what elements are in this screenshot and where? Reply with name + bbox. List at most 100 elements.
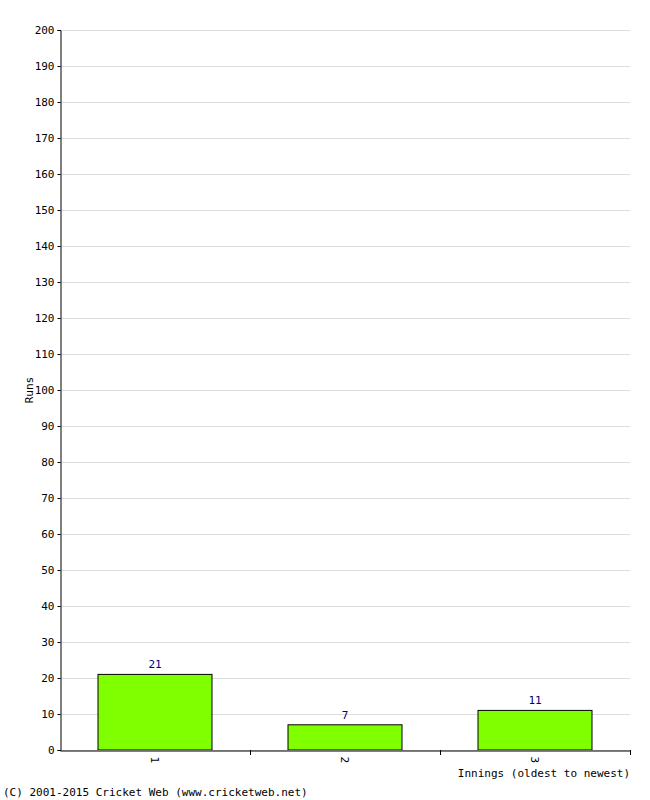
x-tick-label: 2 (338, 757, 351, 764)
grid-line (60, 642, 630, 643)
data-label: 7 (342, 709, 349, 722)
y-axis-line (58, 31, 62, 751)
x-tick: 3 (528, 751, 541, 764)
y-tick-label: 180 (35, 96, 55, 109)
grid-line (60, 354, 630, 355)
grid-line (60, 246, 630, 247)
data-label: 11 (528, 694, 541, 707)
x-tick-label: 1 (148, 757, 161, 764)
y-tick: 110 (35, 348, 61, 361)
y-tick-label: 60 (41, 528, 54, 541)
x-tick-label: 3 (528, 757, 541, 764)
y-tick: 20 (41, 672, 60, 685)
y-axis-title: Runs (23, 377, 36, 404)
grid-line (60, 498, 630, 499)
y-tick-label: 110 (35, 348, 55, 361)
grid (60, 31, 630, 751)
y-tick: 200 (35, 24, 61, 37)
y-tick: 60 (41, 528, 60, 541)
y-tick-mark (58, 570, 61, 571)
y-tick: 90 (41, 420, 60, 433)
grid-line (60, 174, 630, 175)
data-label: 21 (148, 658, 161, 671)
grid-line (60, 570, 630, 571)
grid-line (60, 318, 630, 319)
y-tick-label: 10 (41, 708, 54, 721)
data-labels: 21 7 11 (148, 658, 541, 721)
y-tick-label: 40 (41, 600, 54, 613)
y-tick-label: 30 (41, 636, 54, 649)
y-tick-label: 150 (35, 204, 55, 217)
grid-line (60, 606, 630, 607)
y-tick-label: 70 (41, 492, 54, 505)
y-tick-label: 130 (35, 276, 55, 289)
x-axis-title: Innings (oldest to newest) (458, 767, 630, 780)
x-axis: 1 2 3 (61, 751, 631, 764)
y-tick: 180 (35, 96, 61, 109)
y-tick: 70 (41, 492, 60, 505)
y-tick-mark (58, 606, 61, 607)
y-tick-mark (58, 390, 61, 391)
y-tick-mark (58, 354, 61, 355)
y-tick-mark (58, 426, 61, 427)
category-dividers (251, 750, 631, 755)
y-tick-label: 170 (35, 132, 55, 145)
y-tick-mark (58, 174, 61, 175)
bars (98, 674, 592, 750)
y-tick-mark (58, 750, 61, 751)
bar (288, 725, 402, 750)
y-tick: 10 (41, 708, 60, 721)
y-tick-mark (58, 642, 61, 643)
grid-line (60, 66, 630, 67)
y-tick: 120 (35, 312, 61, 325)
grid-line (60, 534, 630, 535)
grid-line (60, 30, 630, 31)
y-tick-label: 100 (35, 384, 55, 397)
y-tick-mark (58, 210, 61, 211)
grid-line (60, 210, 630, 211)
grid-line (60, 390, 630, 391)
chart: 2171101020304050607080901001101201301401… (0, 0, 650, 800)
y-tick-label: 190 (35, 60, 55, 73)
y-tick-mark (58, 462, 61, 463)
y-tick-label: 140 (35, 240, 55, 253)
bar (98, 674, 212, 750)
y-tick: 160 (35, 168, 61, 181)
y-tick-label: 200 (35, 24, 55, 37)
y-tick: 130 (35, 276, 61, 289)
y-tick-mark (58, 534, 61, 535)
y-tick: 190 (35, 60, 61, 73)
y-tick: 100 (35, 384, 61, 397)
y-tick: 30 (41, 636, 60, 649)
y-tick-mark (58, 282, 61, 283)
category-divider (440, 750, 441, 755)
x-axis-line (61, 751, 631, 752)
grid-line (60, 282, 630, 283)
y-axis: 0102030405060708090100110120130140150160… (35, 24, 61, 757)
y-tick-mark (58, 318, 61, 319)
y-tick-mark (58, 102, 61, 103)
copyright: (C) 2001-2015 Cricket Web (www.cricketwe… (3, 786, 308, 799)
y-tick-mark (58, 678, 61, 679)
y-tick: 170 (35, 132, 61, 145)
y-tick: 140 (35, 240, 61, 253)
y-tick-mark (58, 498, 61, 499)
x-tick: 2 (338, 751, 351, 764)
grid-line (60, 750, 630, 751)
y-tick-label: 90 (41, 420, 54, 433)
y-tick-mark (58, 138, 61, 139)
grid-line (60, 102, 630, 103)
grid-line (60, 462, 630, 463)
y-tick: 40 (41, 600, 60, 613)
y-tick-label: 160 (35, 168, 55, 181)
y-tick: 80 (41, 456, 60, 469)
bar (478, 710, 592, 750)
y-tick-mark (58, 66, 61, 67)
y-tick-label: 20 (41, 672, 54, 685)
y-tick-mark (58, 30, 61, 31)
y-tick-label: 0 (48, 744, 55, 757)
y-tick: 0 (48, 744, 61, 757)
annotations: (C) 2001-2015 Cricket Web (www.cricketwe… (3, 786, 308, 799)
y-tick: 150 (35, 204, 61, 217)
y-tick-mark (58, 714, 61, 715)
